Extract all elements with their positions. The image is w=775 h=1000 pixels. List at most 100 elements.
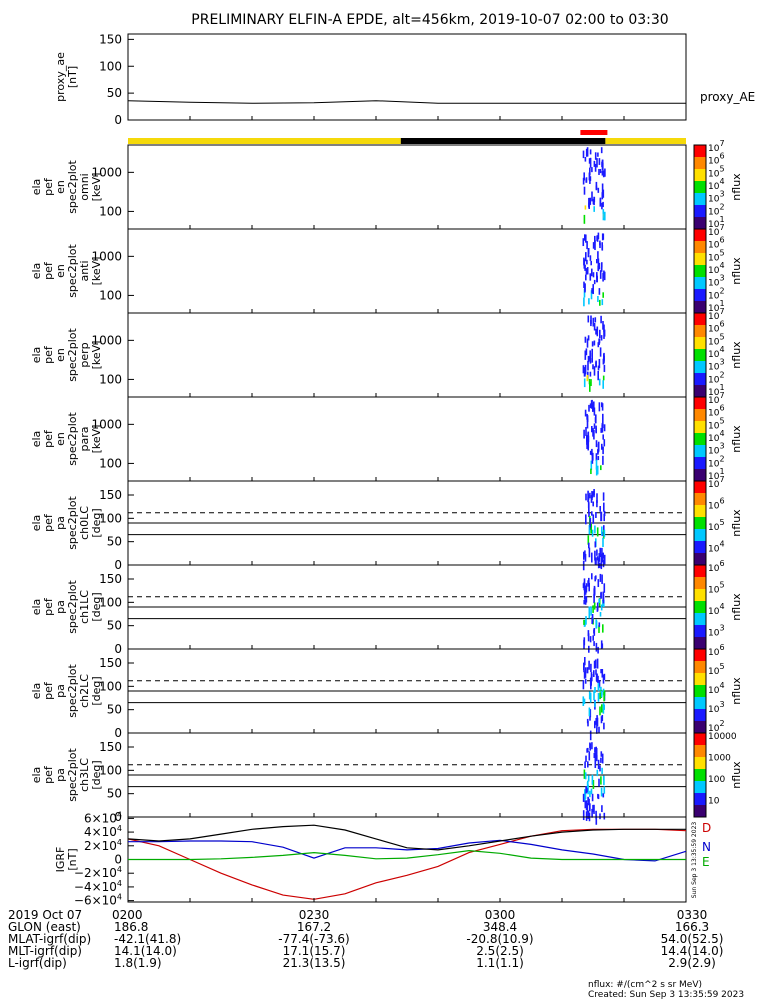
proxy-ae-legend: proxy_AE xyxy=(700,90,755,104)
ela_pef_en_spec2plot_para-ytick-label: 1000 xyxy=(91,417,122,431)
spectrum-pixel xyxy=(601,262,603,268)
spectrum-pixel xyxy=(603,673,606,680)
ela_pef_pa_spec2plot_ch2LC-colorbar-tick: 103 xyxy=(708,700,725,715)
igrf-ylabel: IGRF [nT] xyxy=(54,847,79,873)
spectrum-pixel xyxy=(588,298,590,305)
colorbar-band xyxy=(694,733,706,746)
spectrum-pixel xyxy=(602,170,605,178)
colorbar-band xyxy=(694,349,706,362)
spectrum-pixel xyxy=(592,284,594,295)
ela_pef_pa_spec2plot_ch3LC-ylabel: ela pef pa spec2plot ch3LC [deg] xyxy=(30,748,103,802)
ela_pef_en_spec2plot_omni-ytick-label: 1000 xyxy=(91,165,122,179)
spectrum-pixel xyxy=(602,537,604,548)
igrf-panel: 6×1044×1042×1040−2×104−4×104−6×104DNEIGR… xyxy=(54,810,711,907)
ela_pef_pa_spec2plot_ch2LC-ytick-label: 150 xyxy=(99,656,122,670)
colorbar-band xyxy=(694,781,706,794)
spectrum-pixel xyxy=(602,413,604,424)
colorbar-band xyxy=(694,301,706,314)
spectrum-pixel xyxy=(591,288,593,294)
ela_pef_pa_spec2plot_ch2LC-colorbar-tick: 106 xyxy=(708,643,725,658)
ela_pef_pa_spec2plot_ch3LC-ylabel-line: pef xyxy=(42,765,55,784)
spectrum-pixel xyxy=(602,201,604,208)
spectrum-pixel xyxy=(599,813,601,820)
spectrum-pixel xyxy=(599,242,601,249)
spectrum-pixel xyxy=(597,759,600,770)
spectrum-pixel xyxy=(592,364,594,370)
spectrum-pixel xyxy=(592,501,594,507)
spectrum-pixel xyxy=(598,158,601,165)
spectrum-pixel xyxy=(583,551,585,560)
spectrum-pixel xyxy=(586,782,589,789)
ela_pef_pa_spec2plot_ch0LC-colorbar-tick: 104 xyxy=(708,540,725,555)
spectrum-pixel xyxy=(591,448,593,456)
spectrum-pixel xyxy=(593,670,595,677)
spectrum-pixel xyxy=(591,529,594,537)
spectrum-pixel xyxy=(595,459,598,470)
colorbar-band xyxy=(694,145,706,158)
ela_pef_pa_spec2plot_ch2LC-ylabel-line: [deg] xyxy=(90,676,103,705)
colorbar-band xyxy=(694,205,706,218)
spectrum-pixel xyxy=(595,575,597,580)
ela_pef_en_spec2plot_perp-ylabel-line: [keV] xyxy=(90,341,103,370)
spectrum-pixel xyxy=(592,804,594,813)
spectrum-pixel xyxy=(593,429,595,440)
spectrum-pixel xyxy=(587,720,589,727)
ela_pef_en_spec2plot_anti-ylabel-line: en xyxy=(54,264,67,278)
spectrum-pixel xyxy=(597,449,599,455)
footer-row-value: 348.4 xyxy=(483,920,517,934)
spectrum-pixel xyxy=(596,602,599,611)
spectrum-pixel xyxy=(599,506,601,512)
ela_pef_pa_spec2plot_ch1LC-spectrum xyxy=(582,573,606,654)
spectrum-pixel xyxy=(587,784,589,795)
spectrum-pixel xyxy=(589,518,592,528)
spectrum-pixel xyxy=(588,502,590,513)
colorbar-band xyxy=(694,769,706,782)
proxy-ae-ytick-label: 50 xyxy=(107,86,122,100)
spectrum-pixel xyxy=(603,271,606,281)
colorbar-band xyxy=(694,625,706,638)
spectrum-pixel xyxy=(593,690,595,701)
colorbar-band xyxy=(694,337,706,350)
spectrum-pixel xyxy=(589,709,592,718)
spectrum-pixel xyxy=(587,747,589,753)
colorbar-band xyxy=(694,433,706,446)
page-title: PRELIMINARY ELFIN-A EPDE, alt=456km, 201… xyxy=(191,12,668,28)
ela_pef_pa_spec2plot_ch0LC-ylabel-line: ela xyxy=(30,515,43,532)
ela_pef_pa_spec2plot_ch3LC-ylabel-line: pa xyxy=(54,768,67,782)
spectrum-pixel xyxy=(601,715,604,721)
spectrum-pixel xyxy=(601,202,603,210)
ela_pef_en_spec2plot_para-ylabel-line: ela xyxy=(30,431,43,448)
ela_pef_pa_spec2plot_ch2LC-ylabel-line: ela xyxy=(30,683,43,700)
spectrum-pixel xyxy=(595,185,598,191)
spectrum-pixel xyxy=(595,669,597,675)
ela_pef_pa_spec2plot_ch1LC-ylabel-line: [deg] xyxy=(90,592,103,621)
ela_pef_pa_spec2plot_ch3LC-ylabel-line: ela xyxy=(30,767,43,784)
spectrum-pixel xyxy=(582,793,585,802)
spectrum-pixel xyxy=(600,690,603,698)
igrf-ylabel-line: IGRF xyxy=(54,847,67,873)
igrf-ytick-label: −4×104 xyxy=(74,879,122,894)
orbit-segment-sunlight xyxy=(128,138,401,144)
spectrum-pixel xyxy=(584,157,587,162)
spectrum-pixel xyxy=(597,682,600,690)
spectrum-pixel xyxy=(587,442,589,451)
ela_pef_en_spec2plot_para-spectrum xyxy=(583,399,606,476)
spectrum-pixel xyxy=(602,434,604,440)
ela_pef_en_spec2plot_perp-ylabel: ela pef en spec2plot perp [keV] xyxy=(30,328,103,382)
spectrum-pixel xyxy=(587,761,589,768)
ela_pef_pa_spec2plot_ch0LC-colorbar-tick: 105 xyxy=(708,518,725,533)
spectrum-pixel xyxy=(589,358,592,364)
spectrum-pixel xyxy=(600,553,603,563)
ela_pef_pa_spec2plot_ch3LC-colorbar-label: nflux xyxy=(730,761,743,789)
spectrum-pixel xyxy=(589,371,592,377)
science-zone-marker xyxy=(580,130,608,135)
ela_pef_en_spec2plot_anti-colorbar-label: nflux xyxy=(730,257,743,285)
igrf-series-total xyxy=(127,824,686,851)
spectrum-pixel xyxy=(598,726,600,734)
spectrum-pixel xyxy=(590,606,592,616)
ela_pef_en_spec2plot_perp-ylabel-line: pef xyxy=(42,345,55,364)
spectrum-pixel xyxy=(587,315,590,323)
spectrum-pixel xyxy=(584,678,587,684)
